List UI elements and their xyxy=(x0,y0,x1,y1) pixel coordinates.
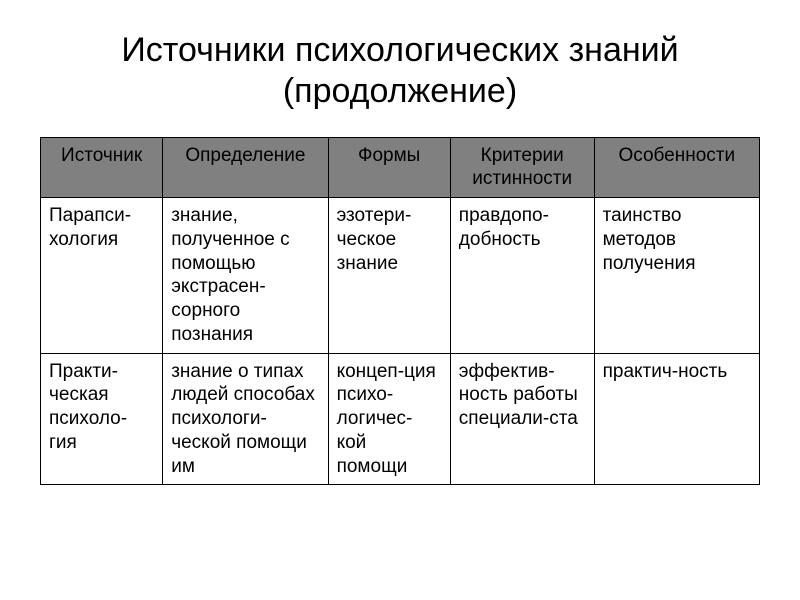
cell-features: таинство методов получения xyxy=(594,198,759,354)
sources-table: Источник Определение Формы Критерии исти… xyxy=(40,137,760,486)
col-header-definition: Определение xyxy=(163,137,328,198)
table-row: Практи-ческая психоло-гия знание о типах… xyxy=(41,353,760,485)
col-header-criteria: Критерии истинности xyxy=(450,137,594,198)
cell-features: практич-ность xyxy=(594,353,759,485)
col-header-forms: Формы xyxy=(328,137,450,198)
cell-source: Парапси-хология xyxy=(41,198,163,354)
table-row: Парапси-хология знание, полученное с пом… xyxy=(41,198,760,354)
cell-source: Практи-ческая психоло-гия xyxy=(41,353,163,485)
cell-criteria: эффектив-ность работы специали-ста xyxy=(450,353,594,485)
cell-definition: знание, полученное с помощью экстрасен-с… xyxy=(163,198,328,354)
cell-forms: концеп-ция психо-логичес-кой помощи xyxy=(328,353,450,485)
slide-title: Источники психологических знаний (продол… xyxy=(40,30,760,112)
col-header-source: Источник xyxy=(41,137,163,198)
table-header-row: Источник Определение Формы Критерии исти… xyxy=(41,137,760,198)
cell-definition: знание о типах людей способах психологи-… xyxy=(163,353,328,485)
cell-criteria: правдопо-добность xyxy=(450,198,594,354)
cell-forms: эзотери-ческое знание xyxy=(328,198,450,354)
slide: Источники психологических знаний (продол… xyxy=(0,0,800,600)
col-header-features: Особенности xyxy=(594,137,759,198)
